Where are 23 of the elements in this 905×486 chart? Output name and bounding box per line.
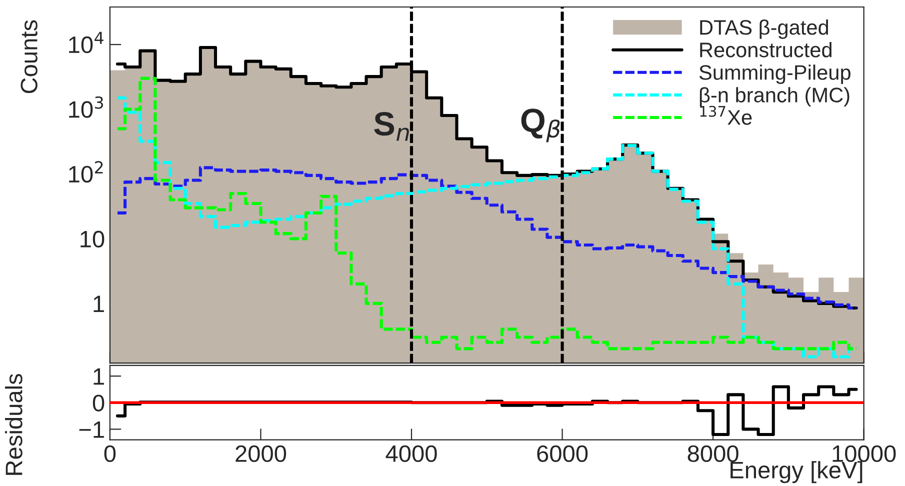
legend-label: $^{137}$Xe bbox=[700, 106, 752, 125]
legend-label: Reconstructed bbox=[700, 42, 832, 58]
y-tick-label: −1 bbox=[79, 422, 104, 438]
y-axis-title: Counts bbox=[20, 20, 38, 94]
x-tick-label: 10000 bbox=[832, 445, 896, 462]
x-tick-label: 2000 bbox=[236, 445, 286, 462]
x-tick-label: 4000 bbox=[386, 445, 437, 462]
ref-line-label: Q$_{β}$ bbox=[521, 108, 560, 142]
legend-label: DTAS β-gated bbox=[700, 20, 828, 39]
ref-line-label: S$_{n}$ bbox=[374, 112, 409, 141]
y-axis-title: Residuals bbox=[5, 374, 22, 475]
legend-label: Summing-Pileup bbox=[699, 64, 850, 84]
y-tick-label: 1 bbox=[94, 296, 104, 312]
y-tick-label: 1 bbox=[94, 368, 104, 385]
x-tick-label: 6000 bbox=[537, 445, 588, 462]
y-tick-label: 0 bbox=[92, 394, 104, 412]
y-tick-label: 10 bbox=[80, 230, 104, 248]
x-tick-label: 8000 bbox=[688, 445, 738, 462]
legend-label: β-n branch (MC) bbox=[700, 87, 850, 107]
y-tick-label: 10$^{2}$ bbox=[69, 161, 103, 183]
y-tick-label: 10$^{4}$ bbox=[69, 32, 104, 54]
y-tick-label: 10$^{3}$ bbox=[69, 96, 103, 118]
x-axis-title: Energy [keV] bbox=[730, 461, 862, 484]
